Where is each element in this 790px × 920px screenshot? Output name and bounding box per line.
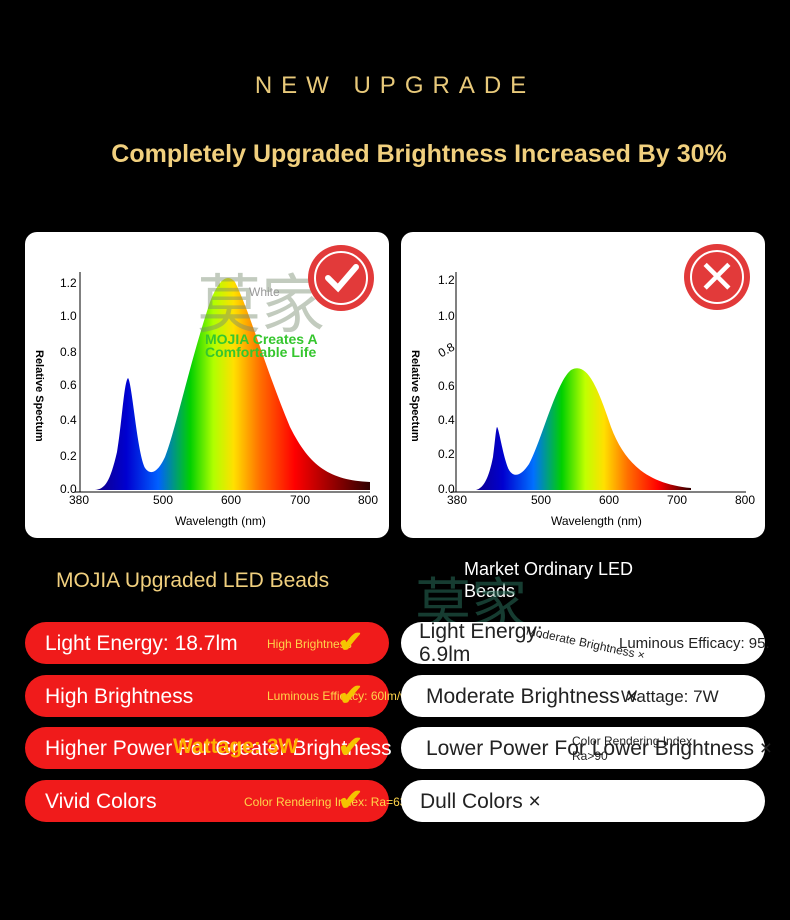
y-tick: 0.6 bbox=[60, 378, 77, 392]
x-tick: 380 bbox=[447, 493, 468, 507]
y-tick: 0.0 bbox=[438, 482, 455, 496]
spectrum-curve-right bbox=[456, 368, 691, 490]
cross-circle-icon: ✕ bbox=[684, 244, 750, 310]
x-axis-label: Wavelength (nm) bbox=[175, 514, 266, 528]
left-row-colors: Vivid Colors Color Rendering Index: Ra=6… bbox=[25, 780, 416, 822]
x-tick: 700 bbox=[667, 493, 688, 507]
x-tick: 500 bbox=[153, 493, 174, 507]
brand-annotation-line1: MOJIA Creates A bbox=[205, 331, 318, 347]
x-tick: 380 bbox=[69, 493, 90, 507]
right-row-brightness: Moderate Brightness × Wattage: 7W bbox=[401, 675, 765, 717]
left-row-brightness: High Brightness Luminous Efficacy: 60lm/… bbox=[25, 675, 409, 717]
x-tick: 700 bbox=[290, 493, 311, 507]
left-row-label: Higher Power For Greater Brightness bbox=[45, 737, 392, 760]
y-tick: 0.8 bbox=[60, 345, 77, 359]
annotation-white: White bbox=[249, 285, 280, 299]
x-tick: 800 bbox=[735, 493, 756, 507]
right-spectrum-chart bbox=[451, 272, 746, 493]
y-tick: 1.2 bbox=[438, 273, 455, 287]
y-tick: 1.0 bbox=[60, 309, 77, 323]
right-row-small-line1: Color Rendering Index bbox=[572, 734, 693, 748]
right-row-label-line1: Light Energy: bbox=[419, 620, 543, 643]
right-row-colors: Dull Colors × bbox=[401, 780, 765, 822]
left-row-power: Higher Power For Greater Brightness Watt… bbox=[25, 727, 392, 769]
x-tick: 800 bbox=[358, 493, 379, 507]
x-tick: 600 bbox=[221, 493, 242, 507]
left-row-sublabel: High Brightness bbox=[267, 637, 352, 651]
right-row-overlay: Luminous Efficacy: 95. bbox=[619, 635, 770, 652]
right-row-small-line2: Ra>90 bbox=[572, 749, 608, 763]
left-row-sublabel: Color Rendering Index: Ra=63.5 bbox=[244, 795, 417, 809]
left-row-label: Vivid Colors bbox=[45, 790, 157, 813]
left-row-sublabel: Luminous Efficacy: 60lm/w bbox=[267, 689, 409, 703]
y-tick: 1.0 bbox=[438, 309, 455, 323]
y-tick: 0.4 bbox=[60, 413, 77, 427]
right-spectrum-panel: Relative Spectum 1.2 1.0 0.8 0.6 0.4 0.2… bbox=[401, 232, 765, 538]
left-row-overlay: Wattage: 3W bbox=[173, 735, 299, 758]
left-row-light-energy: Light Energy: 18.7lm High Brightness ✔ bbox=[25, 622, 389, 664]
left-row-label: High Brightness bbox=[45, 685, 194, 708]
left-column-title: MOJIA Upgraded LED Beads bbox=[56, 569, 330, 592]
check-icon: ✔ bbox=[338, 731, 364, 764]
check-circle-icon bbox=[308, 245, 374, 311]
brand-watermark: 莫家 bbox=[197, 269, 325, 341]
right-row-label: Dull Colors × bbox=[420, 790, 541, 813]
y-tick: 0.2 bbox=[438, 447, 455, 461]
x-tick: 600 bbox=[599, 493, 620, 507]
left-spectrum-panel: Relative Spectum 1.2 1.0 0.8 0.6 0.4 0.2… bbox=[25, 232, 389, 538]
x-tick: 500 bbox=[531, 493, 552, 507]
brand-annotation-line2: Comfortable Life bbox=[205, 344, 317, 360]
right-row-light-energy: Light Energy: 6.9lm Luminous Efficacy: 9… bbox=[401, 620, 770, 666]
y-axis-label: Relative Spectum bbox=[33, 350, 45, 442]
check-icon: ✔ bbox=[338, 626, 364, 659]
right-row-label: Lower Power For Lower Brightness × bbox=[426, 737, 773, 760]
y-tick: 0.0 bbox=[60, 482, 77, 496]
x-axis-label: Wavelength (nm) bbox=[551, 514, 642, 528]
right-row-label: Moderate Brightness × bbox=[426, 685, 638, 708]
right-row-power: Lower Power For Lower Brightness × Color… bbox=[401, 727, 772, 769]
headline: Completely Upgraded Brightness Increased… bbox=[111, 140, 727, 168]
y-tick: 0.6 bbox=[438, 379, 455, 393]
check-icon: ✔ bbox=[338, 784, 364, 817]
right-row-label-line2: 6.9lm bbox=[419, 643, 471, 666]
left-spectrum-chart bbox=[75, 272, 370, 493]
y-tick: 1.2 bbox=[60, 276, 77, 290]
y-axis-label: Relative Spectum bbox=[409, 350, 421, 442]
right-row-overlay: Wattage: 7W bbox=[621, 687, 719, 706]
check-icon: ✔ bbox=[338, 679, 364, 712]
right-column-title-line2: Beads bbox=[464, 581, 516, 601]
y-tick: 0.2 bbox=[60, 449, 77, 463]
eyebrow-title: NEW UPGRADE bbox=[254, 72, 536, 99]
spectrum-curve-left bbox=[80, 278, 370, 490]
y-tick: 0.4 bbox=[438, 413, 455, 427]
right-column-title-line1: Market Ordinary LED bbox=[464, 559, 634, 579]
left-row-label: Light Energy: 18.7lm bbox=[45, 632, 238, 655]
